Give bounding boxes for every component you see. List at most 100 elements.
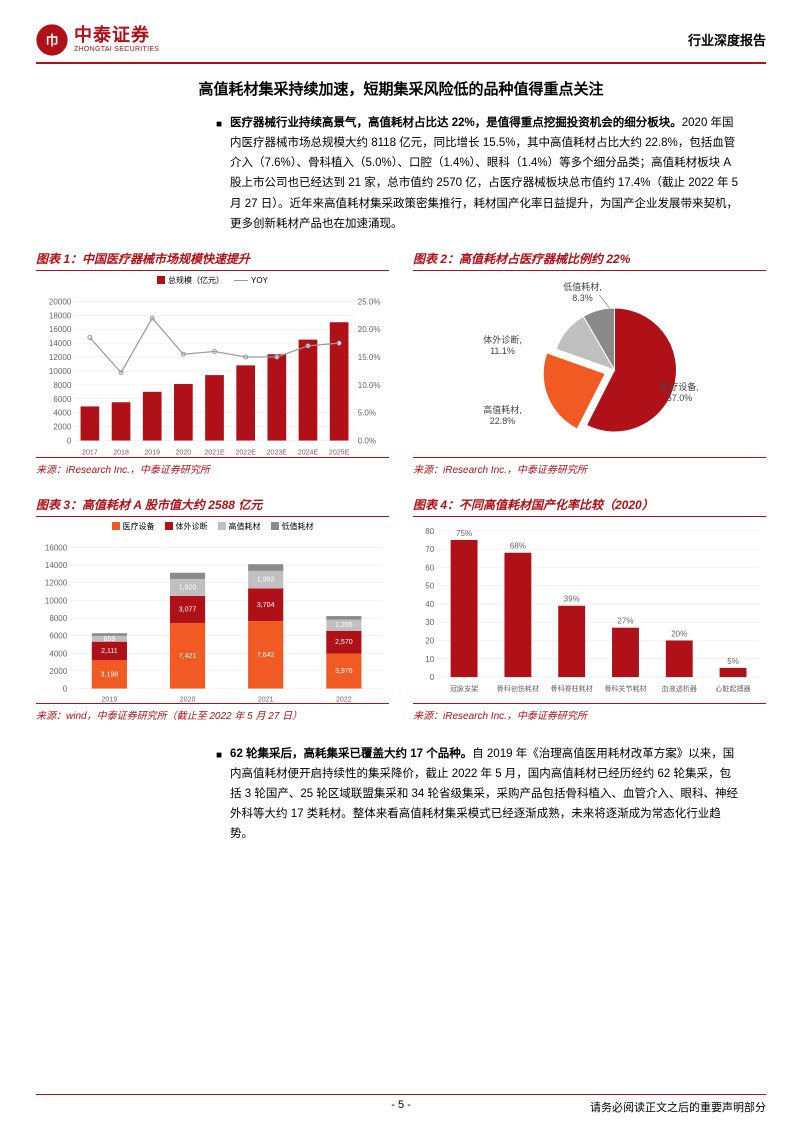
chart-1-title: 图表 1：中国医疗器械市场规模快速提升 — [36, 248, 389, 271]
svg-text:16000: 16000 — [45, 543, 68, 552]
svg-text:2022E: 2022E — [235, 449, 256, 456]
svg-text:22.8%: 22.8% — [490, 416, 516, 426]
svg-text:3,077: 3,077 — [179, 606, 197, 613]
svg-text:0: 0 — [430, 673, 435, 682]
bullet-square-icon: ■ — [216, 113, 222, 234]
svg-text:39%: 39% — [564, 594, 580, 603]
legend-line-icon — [234, 280, 248, 281]
svg-text:10000: 10000 — [49, 367, 72, 376]
svg-text:低值耗材,: 低值耗材, — [563, 281, 602, 292]
svg-text:30: 30 — [425, 618, 434, 627]
chart-1-legend: 总规模（亿元） YOY — [36, 275, 389, 286]
chart-4-title: 图表 4：不同高值耗材国产化率比较（2020） — [413, 494, 766, 517]
legend-label: YOY — [251, 276, 268, 285]
para2-rest: 自 2019 年《治理高值医用耗材改革方案》以来，国内高值耗材便开启持续性的集采… — [230, 748, 738, 841]
svg-text:2000: 2000 — [49, 667, 67, 676]
svg-text:68%: 68% — [510, 541, 526, 550]
document-type: 行业深度报告 — [688, 24, 766, 49]
svg-text:6000: 6000 — [49, 631, 67, 640]
para1-rest: 2020 年国内医疗器械市场总规模大约 8118 亿元，同比增长 15.5%，其… — [230, 117, 738, 230]
chart-2: 图表 2：高值耗材占医疗器械比例约 22% 医疗设备,57.0%高值耗材,22.… — [413, 248, 766, 476]
chart-1-svg: 0200040006000800010000120001400016000180… — [36, 288, 389, 468]
svg-text:骨科关节耗材: 骨科关节耗材 — [604, 684, 646, 693]
legend-swatch — [157, 276, 165, 284]
paragraph-1: ■ 医疗器械行业持续高景气，高值耗材占比达 22%，是值得重点挖掘投资机会的细分… — [216, 113, 740, 234]
svg-text:14000: 14000 — [45, 561, 68, 570]
chart-2-title: 图表 2：高值耗材占医疗器械比例约 22% — [413, 248, 766, 271]
footer-disclaimer: 请务必阅读正文之后的重要声明部分 — [590, 1099, 766, 1115]
svg-text:659: 659 — [103, 636, 115, 643]
paragraph-2: ■ 62 轮集采后，高耗集采已覆盖大约 17 个品种。自 2019 年《治理高值… — [216, 744, 740, 845]
svg-text:2024E: 2024E — [298, 449, 319, 456]
section-title: 高值耗材集采持续加速，短期集采风险低的品种值得重点关注 — [36, 78, 766, 99]
svg-text:5.0%: 5.0% — [358, 408, 376, 417]
svg-text:8.3%: 8.3% — [572, 293, 593, 303]
chart-3-title: 图表 3：高值耗材 A 股市值大约 2588 亿元 — [36, 494, 389, 517]
brand-logo: 巾 中泰证券 ZHONGTAI SECURITIES — [36, 24, 159, 56]
svg-text:4000: 4000 — [49, 649, 67, 658]
svg-text:57.0%: 57.0% — [667, 393, 693, 403]
para2-bold: 62 轮集采后，高耗集采已覆盖大约 17 个品种。 — [230, 748, 472, 760]
svg-text:2025E: 2025E — [329, 449, 350, 456]
svg-text:2017: 2017 — [82, 449, 98, 456]
svg-text:18000: 18000 — [49, 311, 72, 320]
svg-text:1,265: 1,265 — [335, 622, 353, 629]
svg-text:2020: 2020 — [180, 696, 196, 703]
svg-text:2022: 2022 — [336, 696, 352, 703]
svg-text:5%: 5% — [727, 657, 739, 666]
svg-text:75%: 75% — [456, 529, 472, 538]
svg-text:3,704: 3,704 — [257, 602, 275, 609]
zhongtai-logo-icon: 巾 — [36, 24, 68, 56]
svg-text:2023E: 2023E — [267, 449, 288, 456]
chart-1: 图表 1：中国医疗器械市场规模快速提升 总规模（亿元） YOY 0 2000 400… — [36, 248, 389, 476]
chart-4-source: 来源：iResearch Inc.，中泰证券研究所 — [413, 703, 766, 722]
svg-text:20: 20 — [425, 636, 434, 645]
svg-text:15.0%: 15.0% — [358, 353, 381, 362]
svg-text:骨科创伤耗材: 骨科创伤耗材 — [497, 684, 539, 693]
svg-text:14000: 14000 — [49, 339, 72, 348]
svg-text:80: 80 — [425, 527, 434, 536]
svg-text:3,976: 3,976 — [335, 668, 353, 675]
svg-text:10.0%: 10.0% — [358, 381, 381, 390]
svg-text:2,111: 2,111 — [101, 648, 118, 655]
svg-text:50: 50 — [425, 581, 434, 590]
svg-text:2019: 2019 — [144, 449, 160, 456]
svg-text:体外诊断,: 体外诊断, — [483, 334, 522, 345]
page-footer: - 5 - 请务必阅读正文之后的重要声明部分 — [36, 1094, 766, 1111]
svg-text:20%: 20% — [671, 629, 687, 638]
svg-text:0: 0 — [63, 684, 68, 693]
svg-text:60: 60 — [425, 563, 434, 572]
svg-text:25.0%: 25.0% — [358, 297, 381, 306]
svg-text:0: 0 — [67, 436, 72, 445]
logo-cn-text: 中泰证券 — [74, 26, 159, 46]
charts-row-1: 图表 1：中国医疗器械市场规模快速提升 总规模（亿元） YOY 0 2000 400… — [36, 248, 766, 476]
svg-text:血液透析器: 血液透析器 — [662, 684, 697, 693]
chart-3-svg: 02000400060008000100001200014000160003,1… — [36, 534, 389, 714]
chart-3: 图表 3：高值耗材 A 股市值大约 2588 亿元 医疗设备体外诊断高值耗材低值… — [36, 494, 389, 722]
svg-text:2000: 2000 — [53, 422, 71, 431]
svg-text:巾: 巾 — [46, 33, 59, 48]
para1-bold: 医疗器械行业持续高景气，高值耗材占比达 22%，是值得重点挖掘投资机会的细分板块… — [230, 117, 682, 129]
bullet-square-icon: ■ — [216, 744, 222, 845]
chart-2-source: 来源：iResearch Inc.，中泰证券研究所 — [413, 457, 766, 476]
svg-text:2019: 2019 — [102, 696, 118, 703]
svg-text:0.0%: 0.0% — [358, 436, 376, 445]
svg-text:2021: 2021 — [258, 696, 274, 703]
svg-text:16000: 16000 — [49, 325, 72, 334]
svg-text:1,920: 1,920 — [179, 584, 197, 591]
svg-text:4000: 4000 — [53, 408, 71, 417]
svg-text:10: 10 — [425, 655, 434, 664]
svg-text:冠脉支架: 冠脉支架 — [450, 684, 478, 693]
svg-text:8000: 8000 — [49, 614, 67, 623]
svg-text:8000: 8000 — [53, 381, 71, 390]
svg-text:11.1%: 11.1% — [490, 346, 515, 356]
legend-label: 总规模（亿元） — [168, 275, 224, 286]
svg-text:70: 70 — [425, 545, 434, 554]
svg-text:高值耗材,: 高值耗材, — [483, 404, 522, 415]
charts-row-2: 图表 3：高值耗材 A 股市值大约 2588 亿元 医疗设备体外诊断高值耗材低值… — [36, 494, 766, 722]
svg-text:2020: 2020 — [176, 449, 192, 456]
svg-text:40: 40 — [425, 600, 434, 609]
page-header: 巾 中泰证券 ZHONGTAI SECURITIES 行业深度报告 — [36, 24, 766, 64]
svg-text:2,570: 2,570 — [335, 639, 353, 646]
svg-text:7,421: 7,421 — [179, 653, 197, 660]
